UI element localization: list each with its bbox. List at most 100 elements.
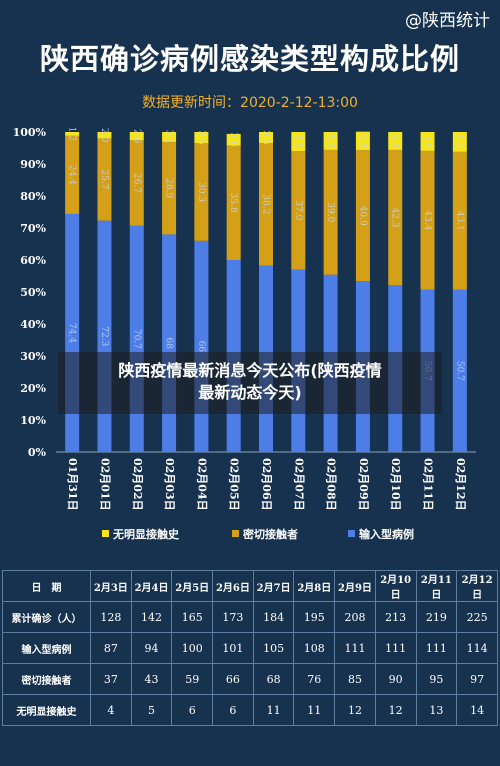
y-tick-label: 40% (20, 318, 46, 331)
bar-data-label: 6.0 (293, 134, 303, 149)
legend-swatch (348, 530, 355, 537)
bar-data-label: 3.5 (261, 130, 271, 145)
x-tick-label: 02月01日 (98, 458, 111, 511)
table-cell: 105 (252, 632, 295, 664)
legend-swatch (232, 530, 239, 537)
table-cell: 37 (90, 663, 132, 695)
bar-data-label: 3.1 (164, 130, 174, 144)
table-cell: 4 (90, 694, 132, 726)
table-cell: 219 (415, 601, 458, 633)
table-cell: 173 (212, 601, 254, 633)
y-tick-label: 90% (20, 158, 46, 171)
bar-data-label: 74.4 (67, 323, 77, 343)
table-cell: 12 (334, 694, 376, 726)
bar-data-label: 50.7 (454, 361, 464, 381)
table-row: 累计确诊（人） 128 142 165 173 184 195 208 213 219 225 (2, 601, 498, 633)
bar-segment (420, 150, 435, 290)
table-cell: 128 (90, 601, 132, 633)
table-row-header: 无明显接触史 (2, 694, 91, 726)
bar-data-label: 35.8 (228, 193, 238, 213)
table-row: 无明显接触史 4 5 6 6 11 11 12 12 13 14 (2, 694, 498, 726)
bar-data-label: 72.3 (99, 326, 109, 346)
page-title: 陕西确诊病例感染类型构成比例 (39, 42, 460, 76)
table-row-header: 密切接触者 (2, 663, 91, 695)
table-header-cell: 2月7日 (252, 570, 295, 602)
bar-segment (452, 151, 467, 290)
table-cell: 6 (212, 694, 254, 726)
table-cell: 95 (415, 663, 458, 695)
table-cell: 213 (374, 601, 417, 633)
table-cell: 142 (130, 601, 173, 633)
table-cell: 90 (374, 663, 417, 695)
table-cell: 114 (456, 632, 498, 664)
bar-segment (452, 289, 467, 452)
bar-data-label: 3.6 (228, 133, 238, 148)
table-cell: 184 (252, 601, 295, 633)
table-header-cell: 2月4日 (130, 570, 173, 602)
bar-segment (162, 132, 177, 142)
bar-data-label: 66 (196, 341, 206, 353)
y-tick-label: 70% (20, 222, 46, 235)
bar-segment (97, 132, 112, 139)
bar-data-label: 5.6 (325, 134, 335, 149)
table-row-header: 输入型病例 (2, 632, 91, 664)
y-tick-label: 10% (20, 414, 46, 427)
y-tick-label: 60% (20, 254, 46, 267)
bar-segment (129, 140, 144, 226)
bar-data-label: 68 (164, 337, 174, 349)
table-header-date: 日 期 (2, 570, 91, 602)
bar-data-label: 38.2 (261, 194, 271, 214)
bar-data-label: 2.0 (99, 128, 109, 143)
table-header-cell: 2月11日 (415, 570, 458, 602)
table-header-cell: 2月6日 (212, 570, 254, 602)
table-row: 输入型病例 87 94 100 101 105 108 111 111 111 114 (2, 632, 498, 664)
table-header-cell: 2月3日 (90, 570, 132, 602)
table-cell: 13 (415, 694, 458, 726)
bar-segment (162, 141, 177, 235)
table-cell: 101 (212, 632, 254, 664)
y-tick-label: 0% (28, 446, 47, 459)
bar-segment (226, 133, 241, 146)
table-cell: 43 (130, 663, 173, 695)
table-cell: 14 (456, 694, 498, 726)
bar-data-label: 43.1 (454, 211, 464, 231)
bar-segment (194, 143, 209, 241)
table-header-cell: 2月5日 (171, 570, 214, 602)
bar-segment (355, 131, 370, 151)
x-tick-label: 02月09日 (357, 458, 370, 511)
bar-data-label: 37.0 (293, 200, 303, 220)
table-header-cell: 2月10日 (374, 570, 417, 602)
overlay-line-2: 最新动态今天) (198, 383, 302, 402)
bar-segment (323, 149, 338, 275)
table-cell: 59 (171, 663, 214, 695)
x-tick-label: 02月12日 (454, 458, 467, 511)
bar-segment (65, 132, 80, 136)
bar-segment (452, 132, 467, 152)
table-header-cell: 2月8日 (293, 570, 336, 602)
y-tick-label: 30% (20, 350, 46, 363)
bar-segment (291, 132, 306, 152)
x-tick-label: 02月06日 (260, 458, 273, 511)
bar-segment (323, 132, 338, 150)
news-overlay-caption: 陕西疫情最新消息今天公布(陕西疫情 最新动态今天) (58, 352, 442, 414)
bar-segment (291, 151, 306, 270)
bar-data-label: 6.2 (454, 135, 464, 149)
legend-label: 输入型病例 (359, 527, 414, 541)
table-cell: 225 (456, 601, 498, 633)
table-cell: 85 (334, 663, 376, 695)
bar-data-label: 28.9 (164, 178, 174, 198)
bar-segment (226, 145, 241, 260)
x-tick-label: 02月10日 (389, 458, 402, 511)
x-tick-label: 02月07日 (292, 458, 305, 511)
overlay-line-1: 陕西疫情最新消息今天公布(陕西疫情 (118, 361, 382, 380)
x-tick-label: 01月31日 (66, 458, 79, 511)
bar-data-label: 5.8 (357, 134, 367, 149)
y-tick-label: 20% (20, 382, 46, 395)
bar-segment (259, 132, 273, 144)
bar-data-label: 3.5 (196, 130, 206, 145)
table-cell: 111 (334, 632, 376, 664)
x-tick-label: 02月03日 (163, 458, 176, 511)
bar-data-label: 2.6 (131, 129, 141, 144)
table-row: 密切接触者 37 43 59 66 68 76 85 90 95 97 (2, 663, 498, 695)
table-cell: 5 (130, 694, 173, 726)
